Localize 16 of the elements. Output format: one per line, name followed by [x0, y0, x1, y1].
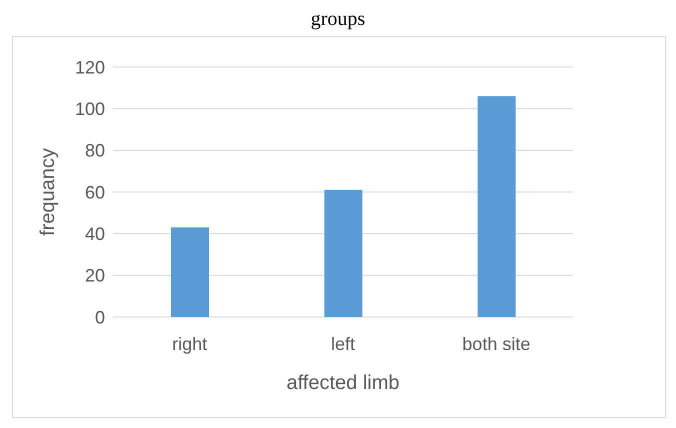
- y-tick-label: 120: [74, 57, 105, 78]
- y-tick-label: 40: [84, 224, 105, 244]
- x-tick-label: both site: [462, 334, 530, 354]
- y-tick-label: 100: [74, 99, 105, 120]
- bar: [478, 96, 516, 317]
- y-tick-label: 60: [84, 182, 105, 202]
- y-tick-label: 0: [94, 307, 105, 328]
- bar: [324, 190, 362, 317]
- bar: [171, 227, 209, 317]
- x-axis-title: affected limb: [286, 372, 400, 394]
- y-tick-label: 80: [84, 140, 105, 161]
- x-tick-label: left: [330, 334, 356, 354]
- x-tick-label: right: [172, 334, 208, 354]
- y-tick-label: 20: [84, 266, 105, 286]
- y-axis-title: frequancy: [37, 148, 60, 236]
- chart-title: groups: [310, 8, 366, 32]
